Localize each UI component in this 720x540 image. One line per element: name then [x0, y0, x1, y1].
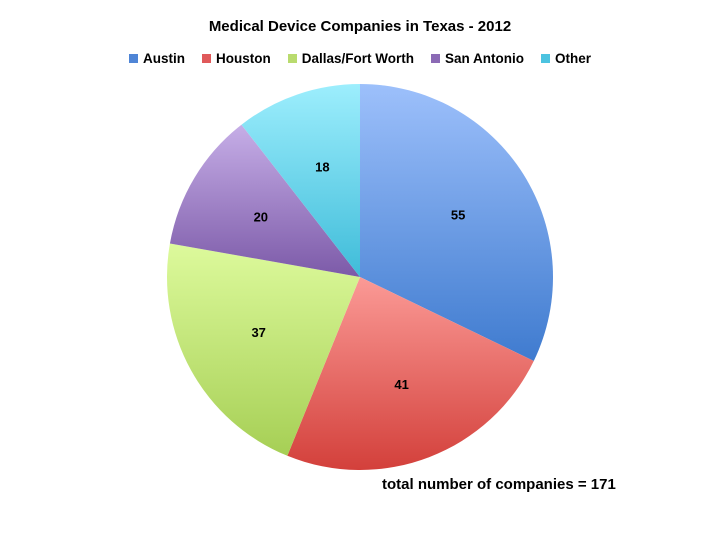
pie-slice-houston: [287, 277, 534, 470]
legend-swatch-san-antonio: [431, 54, 440, 63]
legend-label: Other: [555, 51, 592, 66]
legend-swatch-houston: [201, 54, 211, 63]
legend-swatch-other: [541, 54, 550, 63]
slice-label-houston: 41: [394, 377, 408, 392]
pie-slice-san-antonio: [169, 124, 360, 277]
legend-label: San Antonio: [445, 51, 524, 66]
slice-label-other: 18: [315, 160, 329, 175]
pie-slice-dallas-fort-worth: [166, 243, 360, 456]
slice-label-dallas-fort-worth: 37: [251, 325, 265, 340]
total-annotation: total number of companies = 171: [382, 476, 616, 493]
legend-label: Austin: [142, 51, 185, 66]
legend-label: Houston: [215, 51, 271, 66]
legend-label: Dallas/Fort Worth: [301, 51, 414, 66]
slice-label-san-antonio: 20: [254, 209, 268, 224]
legend-item-other: Other: [541, 51, 591, 66]
legend-item-dallas-fort-worth: Dallas/Fort Worth: [287, 51, 414, 66]
legend-item-austin: Austin: [128, 51, 185, 66]
slice-label-austin: 55: [451, 208, 465, 223]
legend-item-houston: Houston: [201, 51, 271, 66]
chart-title: Medical Device Companies in Texas - 2012: [208, 18, 512, 35]
pie-slice-austin: [360, 84, 554, 361]
legend: Austin Houston Dallas/Fort Worth San Ant…: [0, 51, 720, 66]
legend-item-san-antonio: San Antonio: [431, 51, 524, 66]
pie-slice-other: [241, 84, 360, 277]
legend-swatch-austin: [128, 54, 138, 63]
legend-swatch-dallas-fort-worth: [287, 54, 297, 63]
